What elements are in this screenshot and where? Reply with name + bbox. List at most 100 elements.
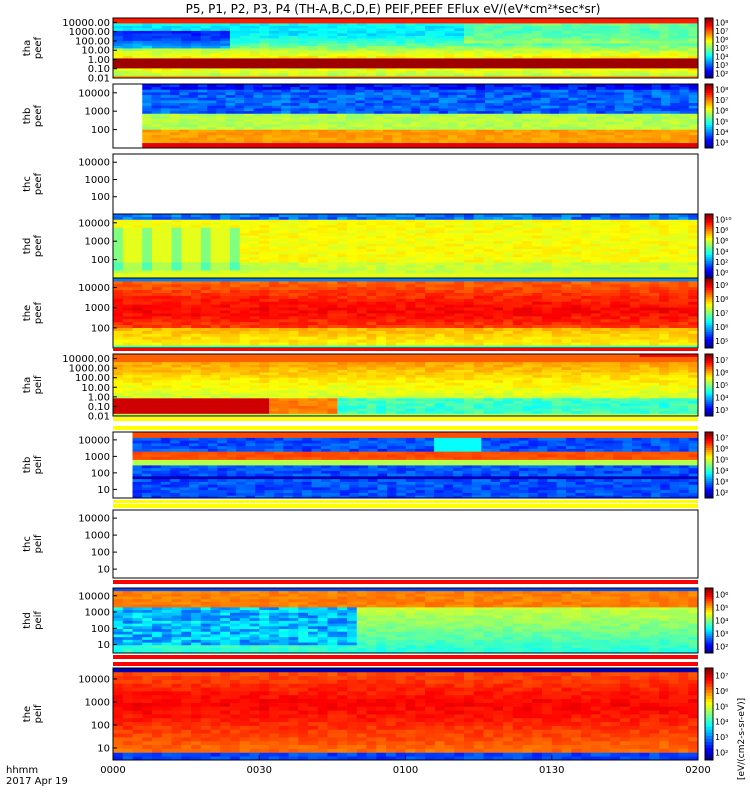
heatmap-cell [434,251,445,255]
heatmap-cell [383,100,393,104]
heatmap-cell [191,321,202,326]
heatmap-cell [308,58,319,61]
heatmap-cell [660,121,671,125]
heatmap-cell [269,251,280,255]
heatmap-cell [278,256,289,260]
heatmap-cell [179,124,189,128]
heatmap-cell [483,270,494,274]
heatmap-cell [281,134,291,138]
heatmap-cell [132,43,143,46]
heatmap-cell [425,270,436,274]
heatmap-cell [660,142,671,146]
heatmap-cell [484,100,495,104]
colorbar-tick-label: 10⁸ [715,18,728,27]
heatmap-cell [288,53,299,56]
heatmap-cell [581,25,592,29]
heatmap-cell [473,53,484,56]
heatmap-cell [605,97,616,101]
heatmap-cell [239,254,250,258]
heatmap-cell [639,251,650,255]
heatmap-cell [590,33,601,36]
heatmap-cell [161,307,172,311]
heatmap-cell [288,222,299,226]
heatmap-cell [220,58,231,61]
heatmap-cell [522,45,533,49]
heatmap-cell [188,100,199,104]
heatmap-cell [434,43,445,46]
heatmap-cell [142,262,153,266]
heatmap-cell [327,121,338,125]
heatmap-cell [395,55,406,59]
heatmap-cell [317,63,328,66]
heatmap-cell [466,89,477,93]
heatmap-cell [503,108,514,112]
heatmap-cell [200,235,211,239]
heatmap-cell [571,70,582,74]
heatmap-cell [531,129,541,133]
heatmap-cell [420,108,430,112]
heatmap-cell [577,92,588,96]
heatmap-cell [269,240,280,244]
heatmap-cell [366,70,377,74]
heatmap-cell [466,86,477,90]
heatmap-cell [600,20,611,24]
heatmap-cell [249,23,260,26]
heatmap-cell [651,102,662,106]
heatmap-cell [317,251,328,255]
heatmap-cell [200,65,211,69]
heatmap-cell [531,126,541,130]
heatmap-cell [171,270,182,274]
heatmap-cell [299,92,310,96]
heatmap-cell [493,45,504,49]
heatmap-cell [659,40,670,44]
heatmap-cell [308,25,319,29]
heatmap-cell [659,227,670,231]
heatmap-cell [473,219,484,223]
heatmap-cell [651,137,662,141]
heatmap-cell [444,230,455,234]
heatmap-cell [170,116,180,120]
heatmap-cell [410,129,421,133]
heatmap-cell [457,94,467,98]
heatmap-cell [142,324,153,328]
heatmap-cell [288,318,299,323]
heatmap-cell [259,35,270,39]
heatmap-cell [356,246,367,250]
heatmap-cell [308,113,319,117]
heatmap-cell [454,272,465,276]
heatmap-cell [290,89,301,93]
heatmap-cell [298,238,309,242]
heatmap-cell [230,216,241,220]
heatmap-cell [288,272,299,276]
heatmap-cell [577,132,588,136]
heatmap-cell [561,38,572,41]
heatmap-cell [678,254,689,258]
heatmap-cell [278,315,289,320]
heatmap-cell [540,110,551,114]
heatmap-cell [249,327,260,331]
heatmap-cell [152,336,163,340]
heatmap-cell [152,304,163,308]
heatmap-cell [364,92,375,96]
heatmap-cell [679,92,690,96]
heatmap-cell [577,124,588,128]
heatmap-cell [600,219,611,223]
heatmap-cell [620,240,631,244]
heatmap-cell [152,333,163,337]
heatmap-cell [512,55,523,59]
heatmap-cell [386,33,397,36]
heatmap-cell [503,55,514,59]
heatmap-cell [327,55,338,59]
heatmap-cell [425,53,436,56]
heatmap-cell [454,267,465,271]
heatmap-cell [386,70,397,74]
heatmap-cell [210,286,221,291]
heatmap-cell [188,113,199,117]
heatmap-cell [577,100,588,104]
heatmap-cell [425,238,436,242]
heatmap-cell [678,240,689,244]
heatmap-cell [142,25,153,29]
heatmap-cell [542,222,553,226]
heatmap-cell [651,126,662,130]
heatmap-cell [269,18,280,21]
